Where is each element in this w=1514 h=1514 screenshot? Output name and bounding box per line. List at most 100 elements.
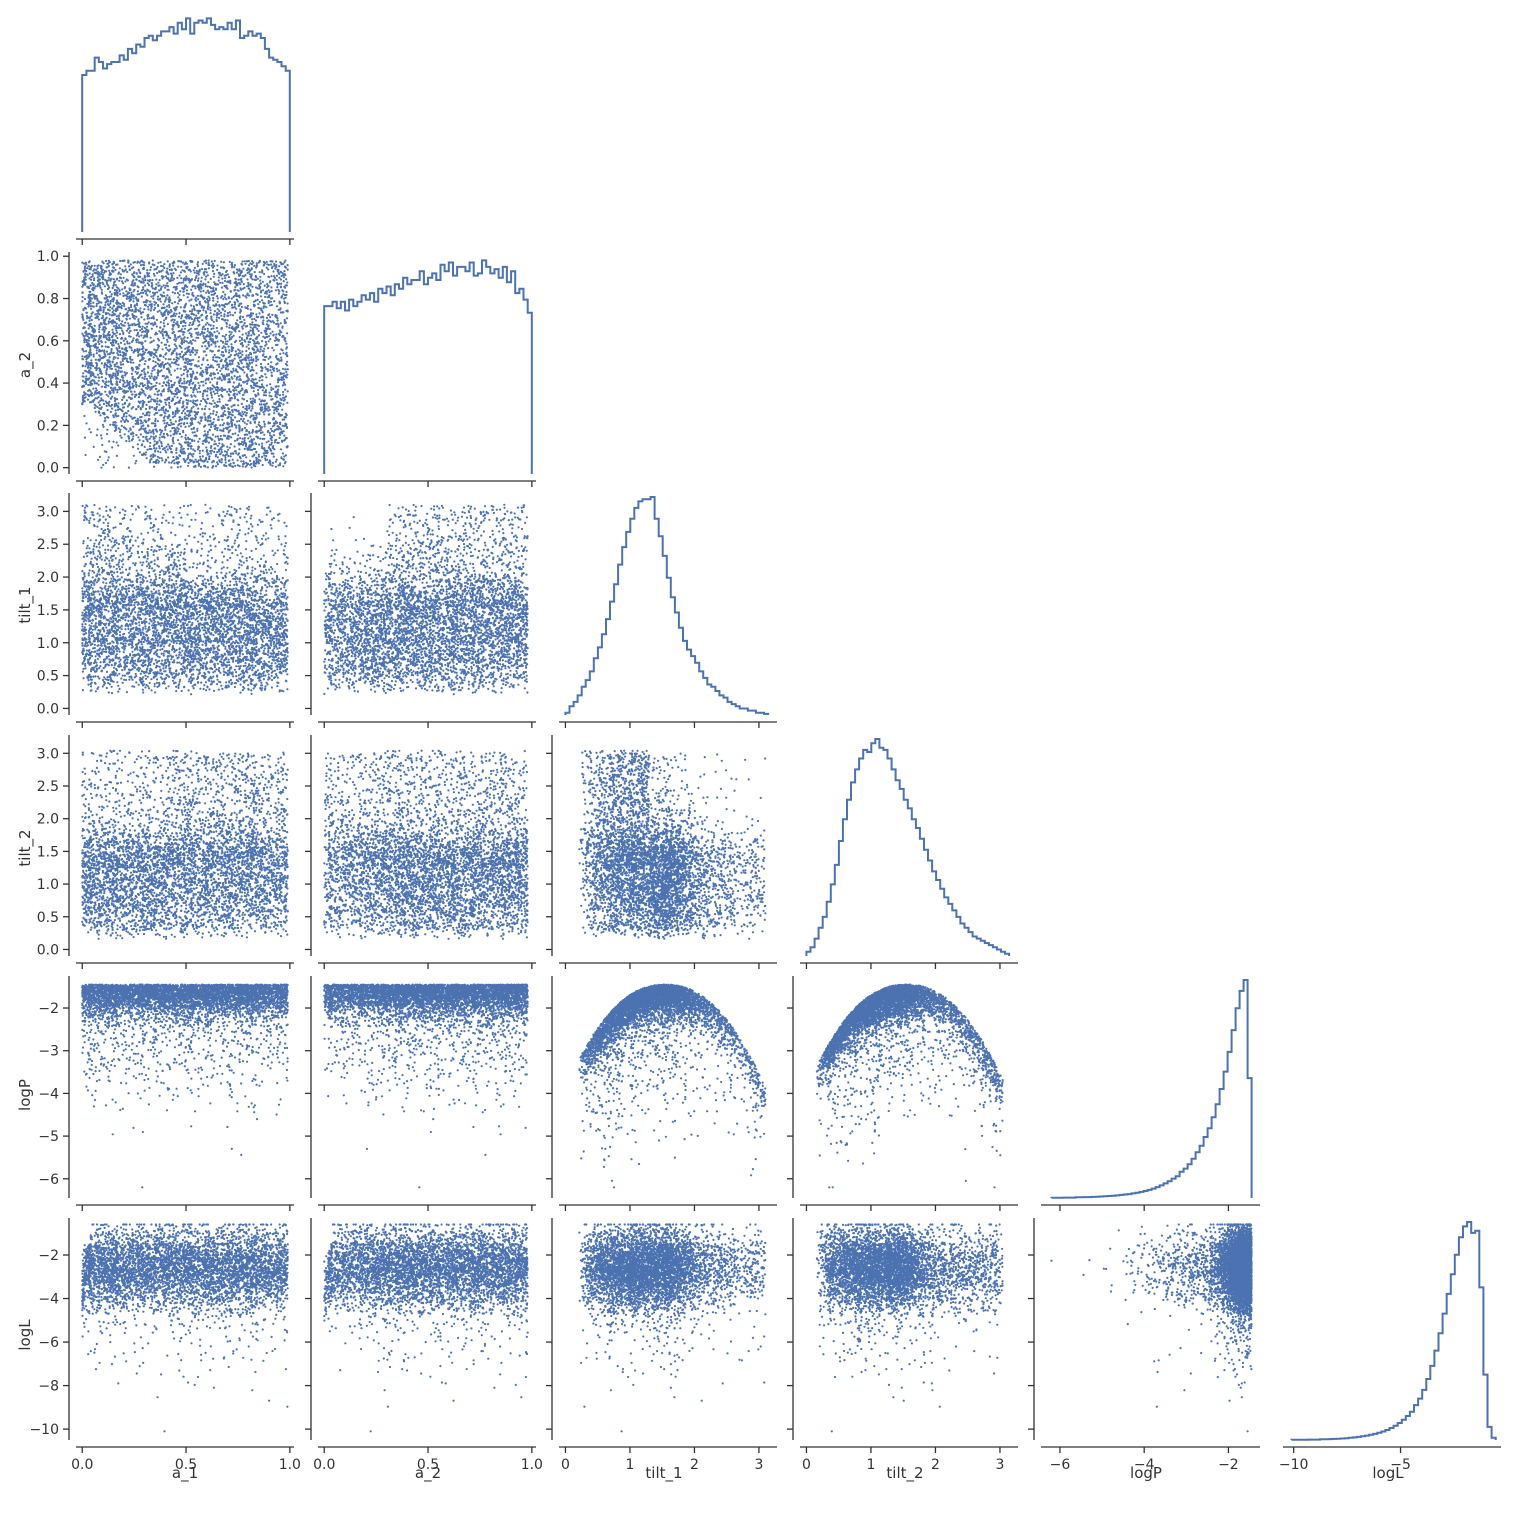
scatter-point: [242, 268, 244, 270]
scatter-point: [128, 438, 130, 440]
scatter-point: [148, 375, 150, 377]
scatter-point: [112, 441, 114, 443]
scatter-point: [103, 366, 105, 368]
scatter-point: [175, 447, 177, 449]
scatter-point: [201, 364, 203, 366]
scatter-point: [149, 342, 151, 344]
scatter-point: [209, 307, 211, 309]
scatter-point: [201, 268, 203, 270]
scatter-point: [109, 356, 111, 358]
scatter-point: [226, 446, 228, 448]
scatter-point: [199, 385, 201, 387]
scatter-point: [243, 283, 245, 285]
scatter-point: [278, 277, 280, 279]
scatter-point: [282, 452, 284, 454]
scatter-point: [255, 319, 257, 321]
scatter-point: [266, 317, 268, 319]
scatter-point: [217, 463, 219, 465]
scatter-point: [156, 272, 158, 274]
scatter-point: [286, 361, 288, 363]
scatter-point: [245, 354, 247, 356]
scatter-point: [268, 340, 270, 342]
scatter-point: [183, 279, 185, 281]
scatter-point: [166, 294, 168, 296]
scatter-point: [266, 267, 268, 269]
scatter-point: [283, 435, 285, 437]
scatter-point: [197, 391, 199, 393]
scatter-point: [197, 265, 199, 267]
scatter-panel-a_1-vs-a_2: [81, 259, 289, 468]
scatter-point: [154, 304, 156, 306]
scatter-point: [201, 345, 203, 347]
scatter-point: [257, 316, 259, 318]
scatter-point: [108, 270, 110, 272]
scatter-point: [235, 308, 237, 310]
scatter-point: [197, 312, 199, 314]
scatter-point: [146, 414, 148, 416]
scatter-point: [144, 340, 146, 342]
scatter-point: [266, 384, 268, 386]
scatter-point: [137, 377, 139, 379]
scatter-point: [228, 346, 230, 348]
scatter-point: [276, 279, 278, 281]
scatter-point: [171, 302, 173, 304]
scatter-point: [241, 306, 243, 308]
scatter-point: [158, 404, 160, 406]
scatter-point: [232, 368, 234, 370]
scatter-point: [268, 335, 270, 337]
scatter-point: [215, 345, 217, 347]
scatter-point: [113, 278, 115, 280]
scatter-point: [169, 372, 171, 374]
scatter-point: [144, 446, 146, 448]
scatter-point: [125, 440, 127, 442]
scatter-point: [211, 378, 213, 380]
scatter-point: [90, 359, 92, 361]
scatter-point: [209, 387, 211, 389]
scatter-point: [186, 422, 188, 424]
scatter-point: [161, 445, 163, 447]
scatter-point: [242, 316, 244, 318]
scatter-point: [156, 400, 158, 402]
scatter-point: [252, 398, 254, 400]
scatter-point: [119, 379, 121, 381]
scatter-point: [224, 294, 226, 296]
scatter-point: [149, 317, 151, 319]
scatter-point: [218, 317, 220, 319]
scatter-point: [241, 441, 243, 443]
scatter-point: [259, 301, 261, 303]
scatter-point: [94, 265, 96, 267]
scatter-point: [272, 331, 274, 333]
scatter-point: [267, 325, 269, 327]
scatter-point: [99, 414, 101, 416]
scatter-point: [259, 377, 261, 379]
scatter-point: [225, 334, 227, 336]
scatter-point: [251, 321, 253, 323]
scatter-point: [177, 364, 179, 366]
scatter-point: [105, 378, 107, 380]
scatter-point: [94, 407, 96, 409]
scatter-point: [167, 443, 169, 445]
scatter-point: [216, 330, 218, 332]
scatter-point: [149, 269, 151, 271]
scatter-point: [208, 442, 210, 444]
scatter-point: [234, 432, 236, 434]
scatter-point: [248, 348, 250, 350]
scatter-point: [152, 360, 154, 362]
scatter-point: [228, 349, 230, 351]
scatter-point: [270, 301, 272, 303]
scatter-point: [163, 263, 165, 265]
scatter-point: [270, 389, 272, 391]
scatter-point: [218, 310, 220, 312]
scatter-point: [223, 261, 225, 263]
scatter-point: [227, 455, 229, 457]
scatter-point: [117, 409, 119, 411]
scatter-point: [105, 260, 107, 262]
scatter-point: [119, 260, 121, 262]
scatter-point: [126, 271, 128, 273]
scatter-point: [279, 437, 281, 439]
scatter-point: [166, 268, 168, 270]
scatter-point: [201, 319, 203, 321]
scatter-point: [244, 322, 246, 324]
scatter-point: [209, 297, 211, 299]
